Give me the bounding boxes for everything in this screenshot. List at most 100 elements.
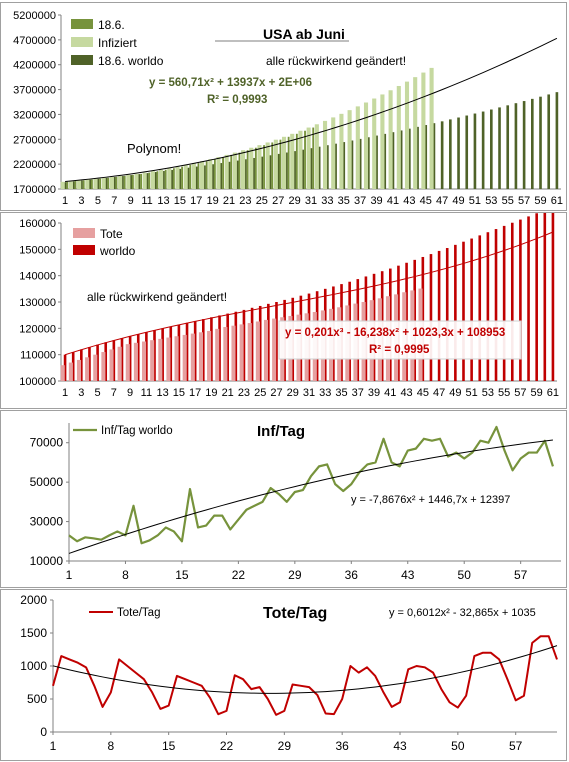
bar-worldo (454, 244, 457, 381)
trendline (65, 37, 558, 182)
bar-worldo (244, 159, 247, 189)
bar-worldo (104, 342, 108, 381)
bar-worldo (71, 352, 75, 381)
bar-worldo (129, 175, 132, 189)
x-tick-label: 49 (449, 387, 461, 399)
legend-label: 18.6. worldo (98, 54, 164, 68)
x-tick-label: 41 (387, 195, 399, 207)
bar-light (85, 179, 90, 189)
bar-18-6 (263, 145, 265, 189)
bar-worldo (201, 319, 205, 381)
y-tick-label: 1000 (20, 659, 47, 673)
x-tick-label: 45 (420, 195, 432, 207)
x-tick-label: 41 (384, 387, 396, 399)
bar-light (263, 319, 269, 381)
bar-worldo (473, 113, 477, 189)
bar-light (298, 130, 303, 189)
bar-worldo (96, 344, 99, 381)
bar-18-6 (164, 169, 167, 189)
x-tick-label: 53 (485, 195, 497, 207)
bar-worldo (120, 338, 124, 381)
bar-light (117, 346, 122, 381)
bar-18-6 (197, 163, 200, 189)
x-tick-label: 35 (335, 387, 347, 399)
bar-light (216, 157, 221, 189)
x-tick-label: 43 (400, 387, 412, 399)
trendline (52, 645, 558, 694)
bar-light (372, 98, 377, 189)
bar-worldo (121, 176, 124, 189)
x-tick-label: 29 (288, 568, 302, 582)
bar-light (231, 325, 236, 381)
bar-light (60, 365, 65, 381)
x-tick-label: 23 (238, 387, 250, 399)
bar-18-6 (181, 166, 183, 189)
y-tick-label: 160000 (19, 218, 56, 230)
bar-worldo (498, 107, 501, 189)
bar-worldo (502, 225, 506, 381)
bar-light (265, 142, 270, 189)
bar-light (167, 168, 172, 189)
bar-worldo (258, 305, 262, 381)
x-tick-label: 31 (303, 387, 315, 399)
bar-light (223, 327, 228, 381)
bar-worldo (506, 105, 510, 189)
x-tick-label: 27 (272, 195, 284, 207)
bar-worldo (235, 160, 239, 189)
bar-light (85, 357, 90, 381)
x-tick-label: 19 (205, 387, 217, 399)
bar-worldo (326, 145, 329, 189)
bar-worldo (391, 132, 395, 189)
x-tick-label: 47 (433, 387, 445, 399)
bar-light (158, 338, 163, 381)
bar-18-6 (222, 157, 224, 189)
bar-worldo (358, 138, 362, 189)
bar-light (363, 102, 369, 189)
x-tick-label: 35 (338, 195, 350, 207)
x-tick-label: 19 (207, 195, 219, 207)
bar-18-6 (66, 181, 69, 189)
bar-18-6 (131, 174, 134, 189)
bar-light (215, 328, 220, 381)
x-tick-label: 50 (458, 568, 472, 582)
x-tick-label: 57 (514, 568, 528, 582)
bar-light (60, 181, 65, 189)
bar-18-6 (254, 147, 257, 189)
bar-light (198, 332, 203, 381)
bar-worldo (317, 146, 321, 189)
bar-light (93, 354, 98, 381)
bar-worldo (383, 133, 387, 189)
y-tick-label: 150000 (19, 244, 56, 256)
bar-worldo (250, 307, 254, 381)
x-tick-label: 15 (175, 568, 189, 582)
x-tick-label: 21 (222, 387, 234, 399)
x-tick-label: 51 (469, 195, 481, 207)
bar-18-6 (148, 172, 151, 189)
bar-worldo (193, 320, 197, 381)
bar-worldo (457, 117, 460, 189)
bar-light (355, 106, 360, 189)
y-tick-label: 4700000 (13, 35, 56, 47)
x-tick-label: 15 (162, 739, 176, 753)
bar-worldo (63, 182, 67, 189)
x-tick-label: 36 (336, 739, 350, 753)
x-tick-label: 49 (452, 195, 464, 207)
bar-worldo (519, 219, 522, 381)
bar-worldo (465, 115, 469, 189)
bar-worldo (350, 140, 354, 189)
bar-18-6 (246, 150, 249, 189)
bar-light (150, 171, 155, 189)
trendline (64, 231, 554, 356)
bar-light (247, 323, 252, 381)
bar-18-6 (74, 181, 77, 189)
bar-light (150, 340, 155, 381)
chart-title: USA ab Juni (263, 26, 345, 42)
bar-18-6 (271, 142, 274, 189)
y-tick-label: 110000 (20, 350, 56, 362)
bar-light (255, 321, 260, 381)
y-tick-label: 2700000 (13, 134, 56, 146)
bar-worldo (432, 123, 436, 189)
x-tick-label: 50 (451, 739, 465, 753)
bar-light (272, 318, 277, 381)
x-tick-label: 25 (256, 195, 268, 207)
